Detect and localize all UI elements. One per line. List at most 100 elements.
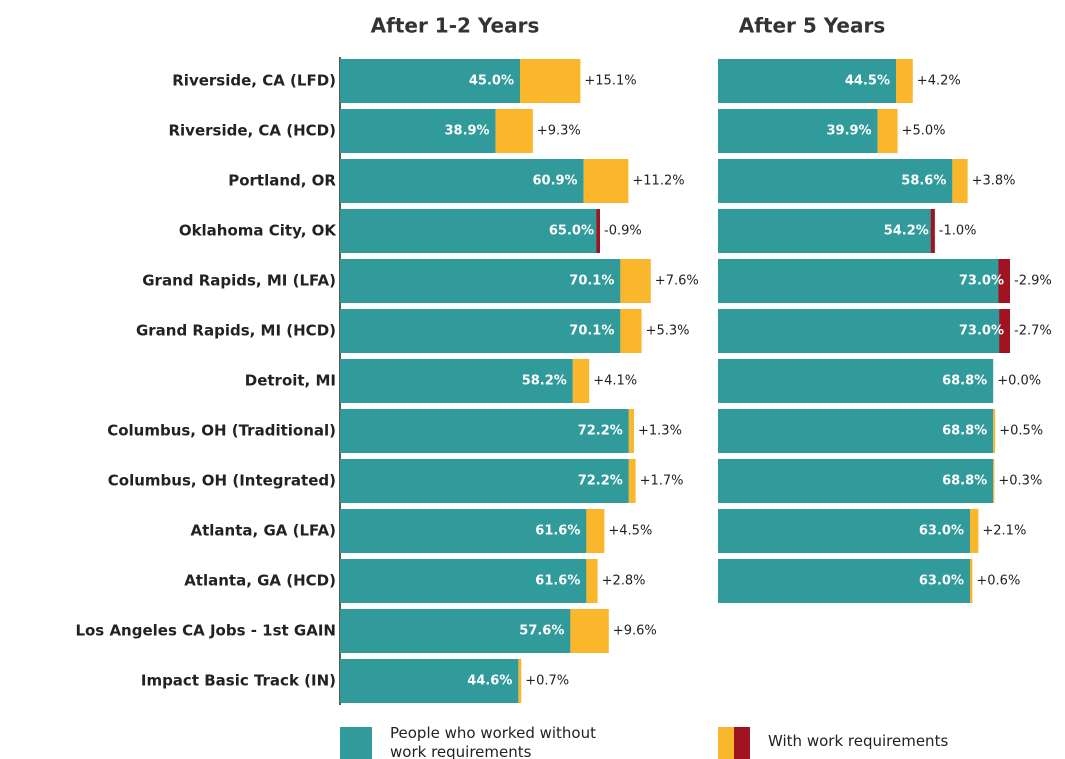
base-label: 70.1%: [569, 274, 614, 289]
bar-base: [340, 59, 520, 103]
base-label: 45.0%: [469, 74, 514, 89]
base-label: 63.0%: [919, 574, 964, 589]
base-label: 60.9%: [532, 174, 577, 189]
bar-base: [340, 259, 621, 303]
bar-change: [495, 109, 533, 153]
change-label: +0.3%: [998, 474, 1042, 489]
bar-base: [340, 559, 587, 603]
bar-base: [718, 59, 896, 103]
change-label: +9.6%: [613, 624, 657, 639]
base-label: 72.2%: [578, 474, 623, 489]
bar-change: [572, 359, 590, 403]
change-label: +1.7%: [640, 474, 684, 489]
legend-swatch: [340, 727, 372, 759]
bar-change: [628, 409, 634, 453]
base-label: 73.0%: [959, 274, 1004, 289]
bar-change: [993, 409, 996, 453]
category-label: Impact Basic Track (IN): [141, 672, 336, 690]
category-label: Los Angeles CA Jobs - 1st GAIN: [75, 622, 336, 640]
chart-title: After 1-2 Years: [371, 14, 540, 38]
base-label: 61.6%: [535, 524, 580, 539]
bar-base: [340, 309, 621, 353]
category-label: Grand Rapids, MI (LFA): [142, 272, 336, 290]
category-label: Columbus, OH (Integrated): [108, 472, 336, 490]
legend-label: With work requirements: [768, 732, 948, 750]
bar-change: [586, 559, 598, 603]
bar-base: [718, 359, 994, 403]
category-label: Riverside, CA (LFD): [172, 72, 336, 90]
change-label: +5.0%: [902, 124, 946, 139]
base-label: 73.0%: [959, 324, 1004, 339]
base-label: 38.9%: [444, 124, 489, 139]
bar-change: [993, 459, 995, 503]
change-label: -1.0%: [939, 224, 977, 239]
base-label: 39.9%: [826, 124, 871, 139]
change-label: +4.5%: [608, 524, 652, 539]
bar-change: [596, 209, 600, 253]
base-label: 63.0%: [919, 524, 964, 539]
change-label: +0.5%: [999, 424, 1043, 439]
bar-change: [952, 159, 968, 203]
bar-base: [340, 109, 496, 153]
bar-base: [340, 159, 584, 203]
bar-change: [998, 259, 1010, 303]
change-label: +0.0%: [997, 374, 1041, 389]
bar-base: [718, 509, 970, 553]
base-label: 54.2%: [884, 224, 929, 239]
base-label: 68.8%: [942, 374, 987, 389]
bar-change: [628, 459, 636, 503]
bar-change: [620, 259, 651, 303]
change-label: +7.6%: [655, 274, 699, 289]
change-label: +4.2%: [917, 74, 961, 89]
change-label: +11.2%: [632, 174, 684, 189]
change-label: -2.9%: [1014, 274, 1052, 289]
base-label: 65.0%: [549, 224, 594, 239]
bar-change: [518, 659, 522, 703]
bar-change: [583, 159, 629, 203]
bar-base: [718, 409, 994, 453]
change-label: +0.7%: [525, 674, 569, 689]
change-label: +4.1%: [593, 374, 637, 389]
base-label: 70.1%: [569, 324, 614, 339]
change-label: +9.3%: [537, 124, 581, 139]
bar-change: [586, 509, 605, 553]
change-label: +3.8%: [972, 174, 1016, 189]
category-label: Atlanta, GA (LFA): [191, 522, 336, 540]
category-label: Grand Rapids, MI (HCD): [136, 322, 336, 340]
bar-base: [340, 609, 571, 653]
bar-base: [718, 309, 1010, 353]
legend-label: People who worked without work requiremen…: [390, 724, 596, 759]
change-label: +2.1%: [982, 524, 1026, 539]
bar-change: [570, 609, 609, 653]
change-label: +1.3%: [638, 424, 682, 439]
change-label: +15.1%: [584, 74, 636, 89]
category-label: Detroit, MI: [245, 372, 336, 390]
bar-change: [520, 59, 581, 103]
category-label: Columbus, OH (Traditional): [107, 422, 336, 440]
change-label: +0.6%: [976, 574, 1020, 589]
base-label: 58.2%: [522, 374, 567, 389]
legend-swatch: [718, 727, 734, 759]
bar-base: [340, 459, 629, 503]
category-label: Riverside, CA (HCD): [168, 122, 336, 140]
base-label: 68.8%: [942, 424, 987, 439]
change-label: -0.9%: [604, 224, 642, 239]
bar-change: [970, 559, 973, 603]
bar-base: [718, 459, 994, 503]
bar-base: [718, 159, 953, 203]
bar-base: [718, 209, 935, 253]
bar-base: [340, 509, 587, 553]
base-label: 68.8%: [942, 474, 987, 489]
change-label: -2.7%: [1014, 324, 1052, 339]
bar-change: [970, 509, 979, 553]
category-label: Atlanta, GA (HCD): [184, 572, 336, 590]
base-label: 44.6%: [467, 674, 512, 689]
category-label: Portland, OR: [228, 172, 336, 190]
change-label: +5.3%: [646, 324, 690, 339]
bar-base: [340, 659, 519, 703]
base-label: 44.5%: [845, 74, 890, 89]
bar-change: [877, 109, 898, 153]
bar-base: [718, 109, 878, 153]
bar-change: [896, 59, 913, 103]
